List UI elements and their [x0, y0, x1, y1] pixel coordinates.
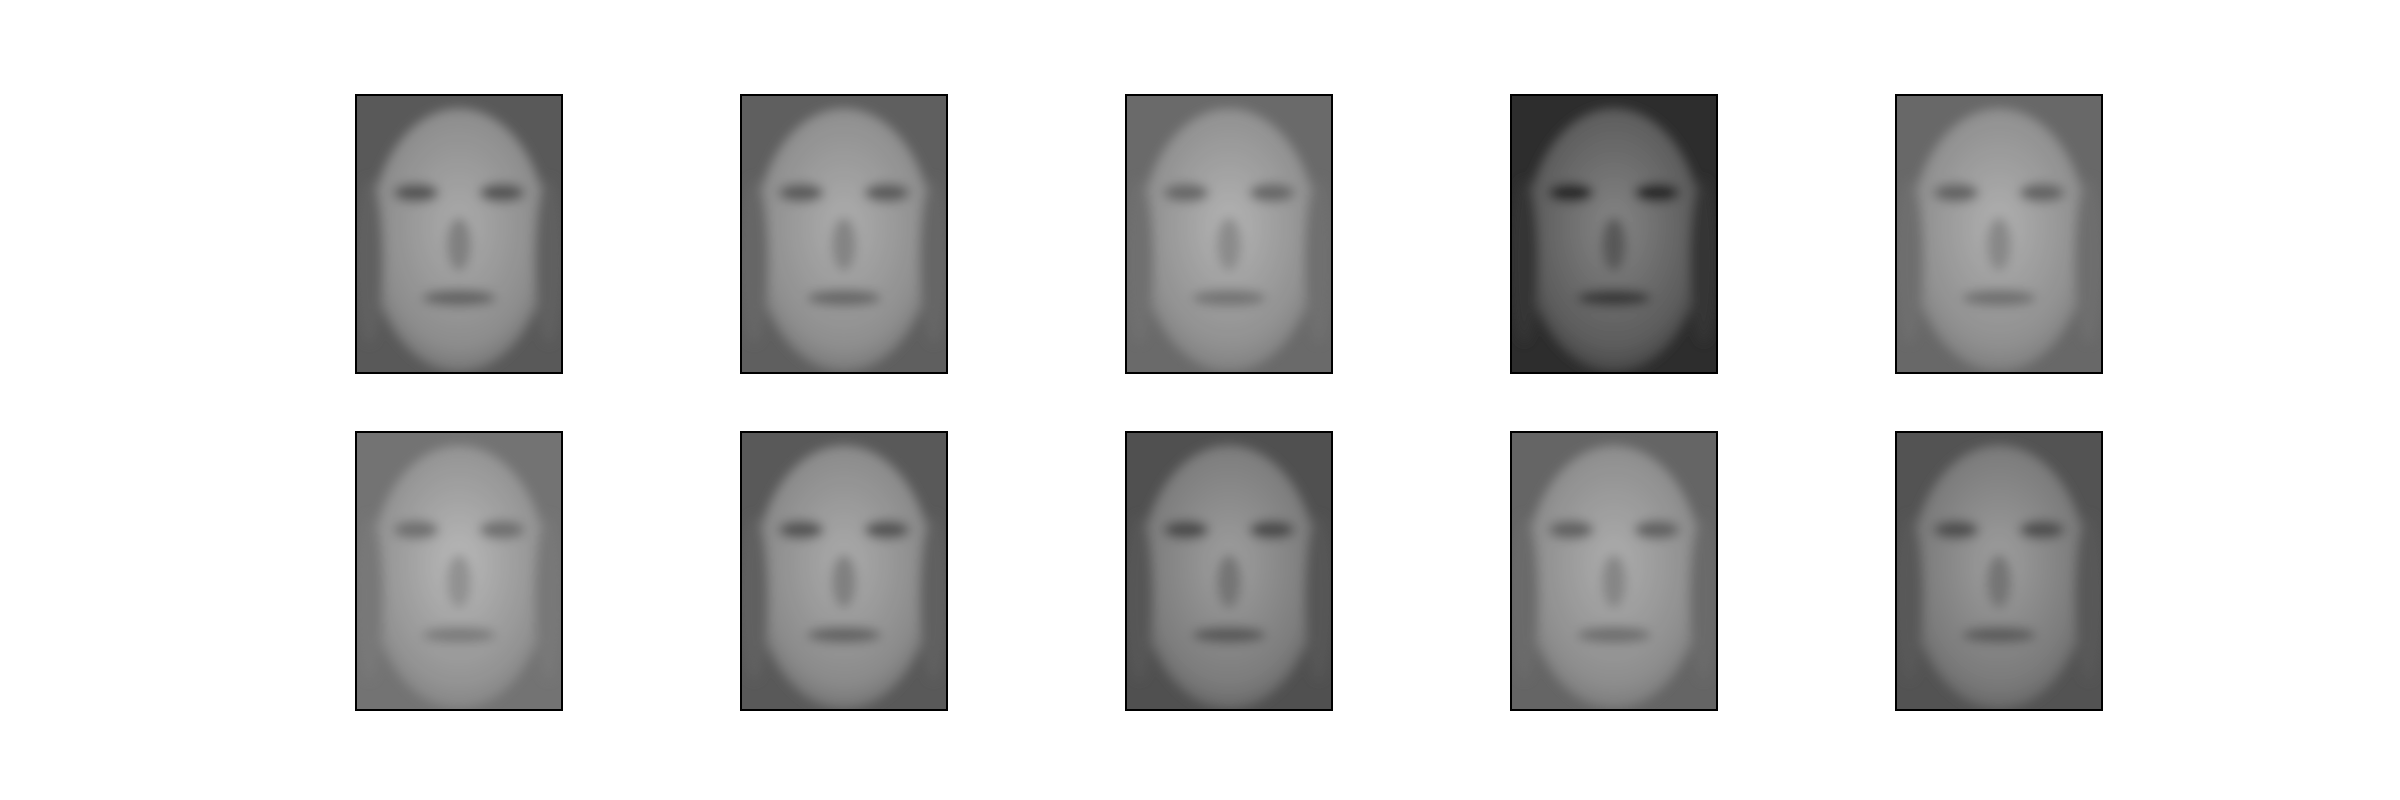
face-image-7	[740, 431, 948, 711]
face-image-3	[1125, 94, 1333, 374]
face-image-8	[1125, 431, 1333, 711]
face-image-6	[355, 431, 563, 711]
face-image-5	[1895, 94, 2103, 374]
face-image-4	[1510, 94, 1718, 374]
face-image-2	[740, 94, 948, 374]
face-image-10	[1895, 431, 2103, 711]
face-image-1	[355, 94, 563, 374]
face-image-9	[1510, 431, 1718, 711]
